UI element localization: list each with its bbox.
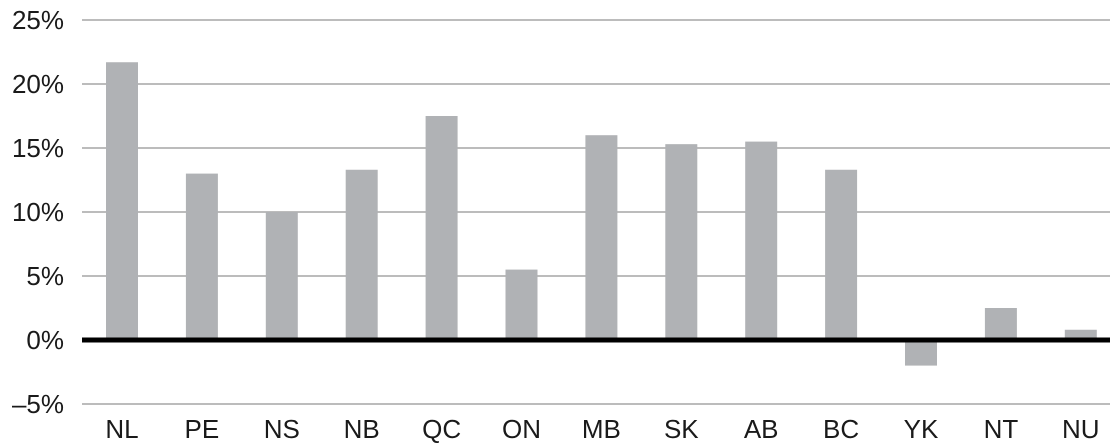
x-tick-label-bc: BC xyxy=(823,414,859,444)
bar-sk xyxy=(665,144,698,340)
bar-pe xyxy=(185,173,218,340)
bar-mb xyxy=(585,135,618,340)
x-tick-label-ns: NS xyxy=(264,414,300,444)
y-tick-label: 25% xyxy=(12,5,64,35)
x-tick-label-sk: SK xyxy=(664,414,699,444)
bar-nt xyxy=(984,308,1017,340)
x-tick-label-on: ON xyxy=(502,414,541,444)
x-tick-label-ab: AB xyxy=(744,414,779,444)
bar-qc xyxy=(425,116,458,340)
x-tick-label-nb: NB xyxy=(344,414,380,444)
x-tick-label-nl: NL xyxy=(105,414,138,444)
y-tick-label: –5% xyxy=(12,389,64,419)
bar-nu xyxy=(1064,329,1097,340)
y-tick-label: 0% xyxy=(26,325,64,355)
x-tick-label-nt: NT xyxy=(984,414,1019,444)
bar-bc xyxy=(825,169,858,340)
bar-nl xyxy=(106,62,138,341)
y-tick-label: 10% xyxy=(12,197,64,227)
x-axis-ticks: NL PE NS NB QC ON MB SK AB BC YK NT NU xyxy=(105,414,1099,444)
bar-ns xyxy=(265,212,298,340)
bar-on xyxy=(505,269,538,340)
x-tick-label-mb: MB xyxy=(582,414,621,444)
x-tick-label-qc: QC xyxy=(422,414,461,444)
x-tick-label-nu: NU xyxy=(1062,414,1100,444)
x-tick-label-pe: PE xyxy=(185,414,220,444)
bar-yk xyxy=(905,340,937,366)
y-tick-label: 15% xyxy=(12,133,64,163)
bars xyxy=(106,62,1097,366)
y-tick-label: 20% xyxy=(12,69,64,99)
x-tick-label-yk: YK xyxy=(904,414,939,444)
bar-nb xyxy=(345,169,378,340)
y-tick-label: 5% xyxy=(26,261,64,291)
y-axis-ticks: –5% 0% 5% 10% 15% 20% 25% xyxy=(12,5,64,419)
bar-ab xyxy=(745,141,778,340)
